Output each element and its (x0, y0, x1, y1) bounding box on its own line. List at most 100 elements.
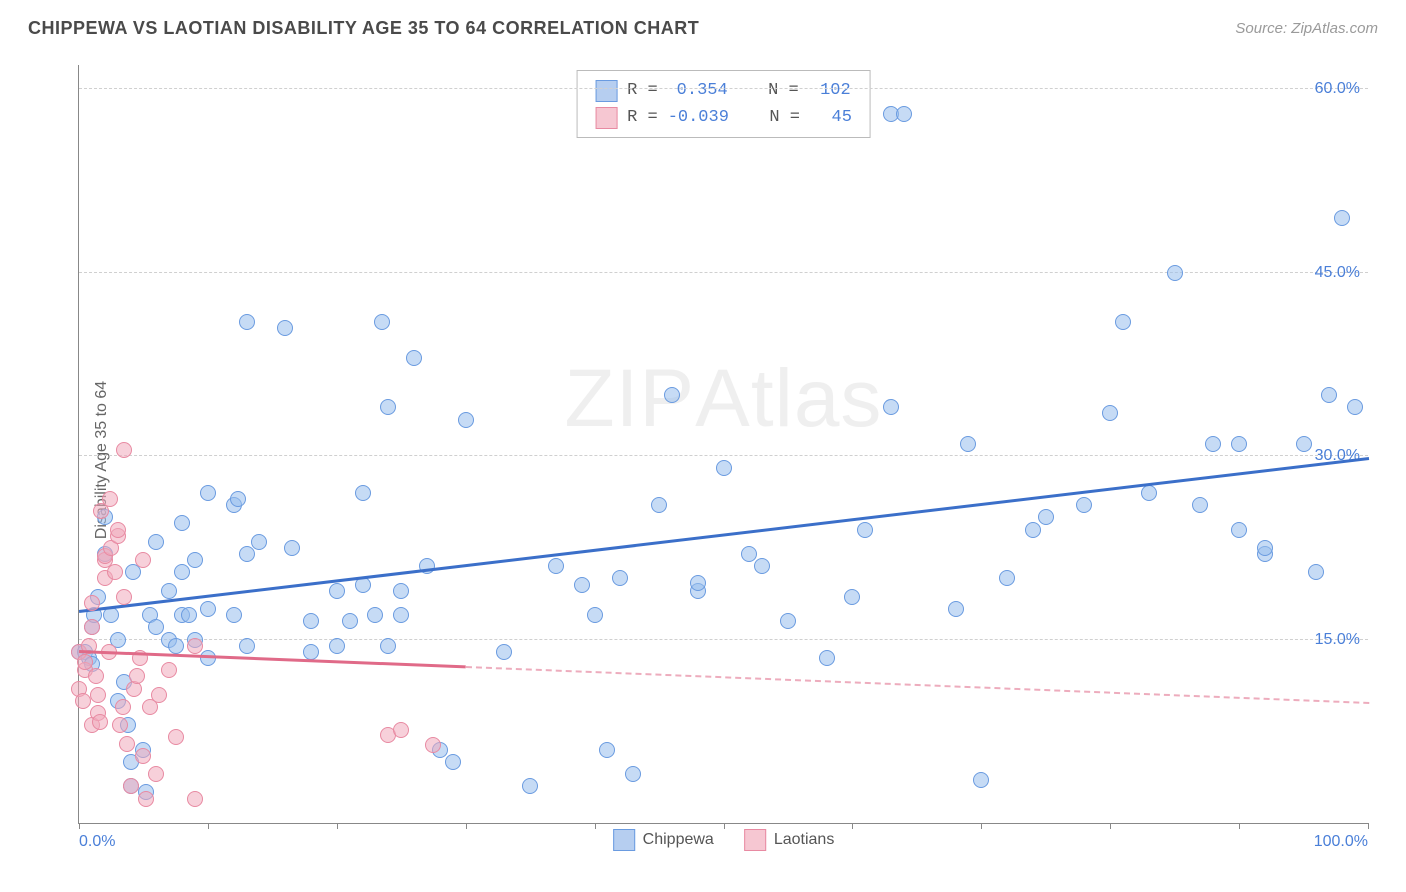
data-point (226, 607, 242, 623)
data-point (664, 387, 680, 403)
stats-legend-box: R = 0.354 N = 102R =-0.039 N =45 (576, 70, 871, 138)
x-tick (852, 823, 853, 829)
data-point (1141, 485, 1157, 501)
data-point (1167, 265, 1183, 281)
data-point (367, 607, 383, 623)
data-point (174, 515, 190, 531)
data-point (574, 577, 590, 593)
data-point (522, 778, 538, 794)
data-point (329, 638, 345, 654)
data-point (1257, 540, 1273, 556)
data-point (239, 638, 255, 654)
data-point (496, 644, 512, 660)
data-point (406, 350, 422, 366)
legend-swatch (744, 829, 766, 851)
data-point (129, 668, 145, 684)
data-point (857, 522, 873, 538)
data-point (90, 687, 106, 703)
x-tick (466, 823, 467, 829)
data-point (303, 644, 319, 660)
data-point (187, 791, 203, 807)
data-point (123, 778, 139, 794)
gridline (79, 88, 1368, 89)
y-tick-label: 45.0% (1315, 264, 1360, 282)
x-tick (208, 823, 209, 829)
gridline (79, 639, 1368, 640)
data-point (355, 485, 371, 501)
data-point (1076, 497, 1092, 513)
data-point (174, 564, 190, 580)
data-point (819, 650, 835, 666)
stats-swatch (595, 80, 617, 102)
data-point (110, 522, 126, 538)
data-point (116, 589, 132, 605)
data-point (612, 570, 628, 586)
data-point (200, 485, 216, 501)
chart-title: CHIPPEWA VS LAOTIAN DISABILITY AGE 35 TO… (28, 18, 699, 39)
data-point (107, 564, 123, 580)
data-point (374, 314, 390, 330)
stats-n-label: N = (768, 77, 799, 104)
data-point (303, 613, 319, 629)
data-point (116, 442, 132, 458)
data-point (393, 583, 409, 599)
x-tick (595, 823, 596, 829)
watermark: ZIPAtlas (565, 352, 883, 446)
data-point (181, 607, 197, 623)
data-point (168, 638, 184, 654)
trend-line-dashed (466, 666, 1369, 704)
data-point (112, 717, 128, 733)
stats-r-label: R = (627, 77, 658, 104)
watermark-suffix: Atlas (695, 353, 882, 444)
stats-row: R =-0.039 N =45 (595, 104, 852, 131)
data-point (1025, 522, 1041, 538)
data-point (75, 693, 91, 709)
stats-n-value: 102 (809, 77, 851, 104)
data-point (135, 748, 151, 764)
data-point (187, 552, 203, 568)
data-point (148, 619, 164, 635)
data-point (425, 737, 441, 753)
data-point (380, 638, 396, 654)
data-point (239, 314, 255, 330)
data-point (1347, 399, 1363, 415)
data-point (690, 575, 706, 591)
bottom-legend: ChippewaLaotians (613, 829, 835, 851)
x-tick (1110, 823, 1111, 829)
stats-r-label: R = (627, 104, 658, 131)
data-point (161, 662, 177, 678)
data-point (393, 607, 409, 623)
data-point (445, 754, 461, 770)
data-point (84, 619, 100, 635)
data-point (973, 772, 989, 788)
source-name: ZipAtlas.com (1291, 20, 1378, 37)
data-point (1192, 497, 1208, 513)
data-point (1296, 436, 1312, 452)
data-point (187, 638, 203, 654)
x-axis-max-label: 100.0% (1314, 833, 1368, 851)
data-point (393, 722, 409, 738)
chart-container: Disability Age 35 to 64 ZIPAtlas R =0.35… (28, 55, 1378, 864)
data-point (168, 729, 184, 745)
data-point (277, 320, 293, 336)
data-point (1308, 564, 1324, 580)
data-point (77, 654, 93, 670)
data-point (329, 583, 345, 599)
data-point (625, 766, 641, 782)
data-point (119, 736, 135, 752)
data-point (148, 766, 164, 782)
data-point (200, 650, 216, 666)
data-point (1115, 314, 1131, 330)
data-point (251, 534, 267, 550)
stats-r-value: 0.354 (668, 77, 728, 104)
stats-swatch (595, 107, 617, 129)
data-point (284, 540, 300, 556)
data-point (200, 601, 216, 617)
x-axis-min-label: 0.0% (79, 833, 115, 851)
trend-line (79, 457, 1369, 613)
data-point (1334, 210, 1350, 226)
legend-item: Laotians (744, 829, 835, 851)
data-point (1038, 509, 1054, 525)
data-point (88, 668, 104, 684)
gridline (79, 455, 1368, 456)
